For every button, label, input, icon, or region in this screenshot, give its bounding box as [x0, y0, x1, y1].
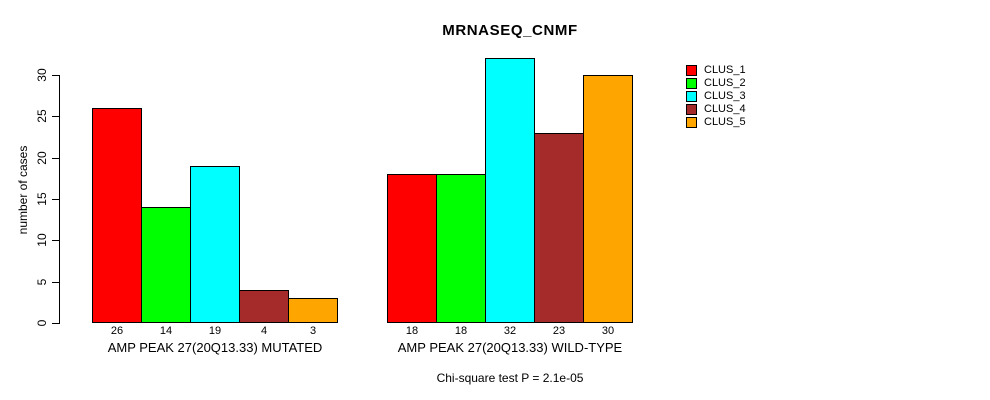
- y-axis-tick: [52, 240, 59, 241]
- y-axis-tick: [52, 116, 59, 117]
- bar-value-label: 26: [110, 325, 124, 337]
- bar-value-label: 14: [159, 325, 173, 337]
- bar-value-label: 32: [503, 325, 517, 337]
- bar: [485, 58, 535, 323]
- bar-value-label: 23: [552, 325, 566, 337]
- bar: [387, 174, 437, 323]
- group-label: AMP PEAK 27(20Q13.33) WILD-TYPE: [397, 340, 623, 355]
- legend-item-label: CLUS_5: [704, 116, 746, 128]
- legend: CLUS_1 CLUS_2 CLUS_3 CLUS_4 CLUS_5: [686, 64, 746, 129]
- y-axis-tick: [52, 282, 59, 283]
- bar: [534, 133, 584, 323]
- group-label: AMP PEAK 27(20Q13.33) MUTATED: [107, 340, 323, 355]
- bar: [239, 290, 289, 323]
- bar: [288, 298, 338, 323]
- legend-swatch: [686, 117, 697, 128]
- legend-item: CLUS_3: [686, 90, 746, 103]
- legend-item: CLUS_2: [686, 77, 746, 90]
- legend-item-label: CLUS_3: [704, 90, 746, 102]
- y-axis-tick: [52, 323, 59, 324]
- bar: [92, 108, 142, 323]
- bar-value-label: 18: [405, 325, 419, 337]
- bar: [141, 207, 191, 323]
- y-axis-tick: [52, 158, 59, 159]
- chi-square-annotation: Chi-square test P = 2.1e-05: [436, 371, 584, 385]
- legend-item: CLUS_4: [686, 103, 746, 116]
- y-axis-tick: [52, 75, 59, 76]
- legend-item-label: CLUS_2: [704, 77, 746, 89]
- bar-value-label: 19: [208, 325, 222, 337]
- y-axis-tick-label: 15: [35, 192, 49, 206]
- legend-swatch: [686, 91, 697, 102]
- legend-swatch: [686, 104, 697, 115]
- bar-value-label: 3: [309, 325, 317, 337]
- legend-item-label: CLUS_4: [704, 103, 746, 115]
- y-axis-line: [59, 75, 60, 324]
- y-axis-tick-label: 25: [35, 109, 49, 123]
- bar-value-label: 4: [260, 325, 268, 337]
- legend-item-label: CLUS_1: [704, 64, 746, 76]
- chart-title: MRNASEQ_CNMF: [442, 22, 578, 39]
- legend-swatch: [686, 78, 697, 89]
- bar: [583, 75, 633, 323]
- bar-value-label: 30: [601, 325, 615, 337]
- y-axis-tick-label: 0: [35, 319, 49, 327]
- y-axis-tick-label: 5: [35, 278, 49, 286]
- y-axis-tick-label: 30: [35, 68, 49, 82]
- y-axis-tick-label: 10: [35, 233, 49, 247]
- legend-item: CLUS_5: [686, 116, 746, 129]
- bar: [436, 174, 486, 323]
- legend-swatch: [686, 65, 697, 76]
- bar: [190, 166, 240, 323]
- legend-item: CLUS_1: [686, 64, 746, 77]
- y-axis-tick: [52, 199, 59, 200]
- y-axis-tick-label: 20: [35, 151, 49, 165]
- bar-value-label: 18: [454, 325, 468, 337]
